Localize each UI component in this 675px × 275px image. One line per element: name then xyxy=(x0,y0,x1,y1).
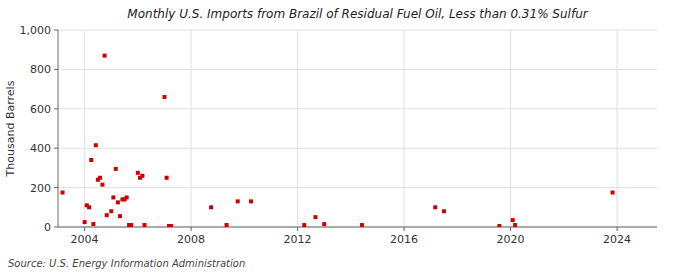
point xyxy=(109,209,113,213)
tick-x xyxy=(191,227,192,231)
point xyxy=(98,176,102,180)
grid-line-y xyxy=(58,30,657,31)
tick-label-y: 200 xyxy=(30,182,51,195)
tick-label-y: 800 xyxy=(30,63,51,76)
point xyxy=(611,191,615,195)
point xyxy=(513,223,517,227)
points xyxy=(61,54,615,227)
point xyxy=(103,54,107,58)
grid-line-x xyxy=(617,30,618,227)
axis-y xyxy=(58,30,59,227)
point xyxy=(118,214,122,218)
point xyxy=(100,183,104,187)
tick-x xyxy=(404,227,405,231)
grid-line-y xyxy=(58,108,657,109)
point xyxy=(313,215,317,219)
point xyxy=(125,195,129,199)
grid-line-x xyxy=(84,30,85,227)
y-axis-label: Thousand Barrels xyxy=(4,80,17,177)
chart: 2004 2008 2012 2016 2020 2024 0 200 400 600 800 1,0… xyxy=(0,0,675,275)
point xyxy=(433,205,437,209)
tick-y xyxy=(54,69,58,70)
point xyxy=(143,223,147,227)
tick-label-x: 2008 xyxy=(177,233,205,246)
tick-y xyxy=(54,187,58,188)
axes: 2004 2008 2012 2016 2020 2024 0 200 400 600 800 1,0… xyxy=(20,24,658,246)
tick-label-x: 2004 xyxy=(71,233,99,246)
grid-line-x xyxy=(510,30,511,227)
tick-y xyxy=(54,227,58,228)
grid xyxy=(58,30,657,227)
tick-x xyxy=(297,227,298,231)
point xyxy=(322,222,326,226)
point xyxy=(442,209,446,213)
tick-label-x: 2016 xyxy=(390,233,418,246)
tick-label-y: 400 xyxy=(30,142,51,155)
axis-x xyxy=(58,227,657,228)
point xyxy=(114,167,118,171)
tick-label-x: 2024 xyxy=(603,233,631,246)
title: Monthly U.S. Imports from Brazil of Resi… xyxy=(127,7,588,21)
tick-label-y: 1,000 xyxy=(20,24,52,37)
grid-line-y xyxy=(58,148,657,149)
grid-line-x xyxy=(191,30,192,227)
point xyxy=(61,191,65,195)
tick-y xyxy=(54,148,58,149)
point xyxy=(83,220,87,224)
source-note: Source: U.S. Energy Information Administ… xyxy=(8,258,245,269)
point xyxy=(249,199,253,203)
point xyxy=(129,223,133,227)
grid-line-x xyxy=(297,30,298,227)
point xyxy=(209,205,213,209)
point xyxy=(360,223,364,227)
grid-line-y xyxy=(58,227,657,228)
grid-line-y xyxy=(58,187,657,188)
point xyxy=(94,143,98,147)
tick-x xyxy=(617,227,618,231)
point xyxy=(236,199,240,203)
point xyxy=(169,224,173,227)
tick-y xyxy=(54,108,58,109)
point xyxy=(302,223,306,227)
tick-x xyxy=(84,227,85,231)
grid-line-x xyxy=(404,30,405,227)
point xyxy=(91,222,95,226)
plot-area xyxy=(58,30,657,227)
tick-y xyxy=(54,30,58,31)
point xyxy=(162,95,166,99)
tick-x xyxy=(510,227,511,231)
point xyxy=(140,174,144,178)
point xyxy=(105,213,109,217)
point xyxy=(136,171,140,175)
point xyxy=(111,195,115,199)
point xyxy=(165,176,169,180)
tick-label-x: 2012 xyxy=(284,233,312,246)
grid-line-y xyxy=(58,69,657,70)
point xyxy=(511,218,515,222)
tick-label-x: 2020 xyxy=(497,233,525,246)
tick-label-y: 600 xyxy=(30,103,51,116)
point xyxy=(116,200,120,204)
point xyxy=(87,205,91,209)
point xyxy=(497,224,501,227)
point xyxy=(89,158,93,162)
point xyxy=(225,223,229,227)
tick-label-y: 0 xyxy=(44,221,51,234)
